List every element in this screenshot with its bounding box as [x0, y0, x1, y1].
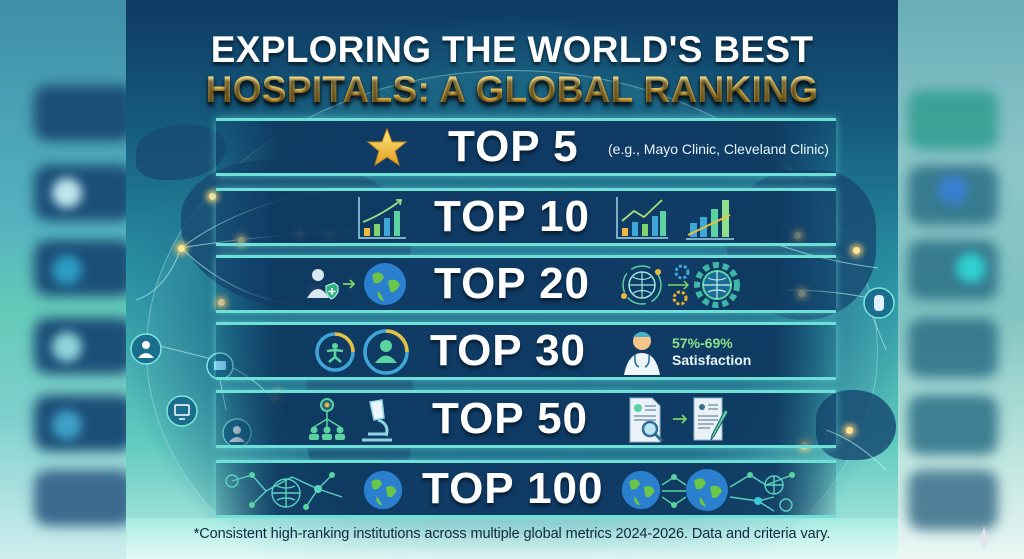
doctor-badge-icon	[130, 333, 162, 365]
medical-staff-badge-icon	[863, 287, 895, 319]
footnote: *Consistent high-ranking institutions ac…	[193, 526, 831, 542]
doctor-shield-icon	[307, 269, 339, 300]
computer-badge-icon	[166, 395, 198, 427]
blurred-band	[34, 470, 126, 526]
city-light	[846, 427, 853, 434]
arrow-right-icon	[673, 414, 688, 424]
patient-ring-icon	[315, 332, 355, 372]
earth-globe-icon	[621, 470, 661, 510]
gears-icon	[668, 264, 690, 306]
globe-cycle-icon	[621, 265, 662, 305]
tier-band-top-10: TOP 10	[216, 188, 836, 246]
blurred-band	[908, 470, 998, 530]
earth-globe-icon	[686, 469, 728, 511]
city-light	[178, 245, 185, 252]
blurred-globe	[52, 332, 82, 362]
blurred-band	[908, 395, 998, 455]
connector-icon	[662, 474, 686, 508]
tier-band-top-30: TOP 30 57%-69% Satisfaction	[216, 322, 836, 380]
line-bar-chart-icon	[616, 197, 668, 239]
network-globe-icon	[730, 472, 795, 512]
document-search-icon	[629, 397, 664, 443]
earth-globe-icon	[364, 263, 406, 305]
earth-globe-icon	[363, 470, 403, 510]
tier-band-top-100: TOP 100	[216, 460, 836, 518]
tier-label: TOP 50	[432, 394, 589, 443]
blurred-globe	[52, 255, 82, 285]
satisfaction-value: 57%-69%	[672, 335, 733, 351]
trend-bar-chart-icon	[686, 200, 734, 240]
page-title: EXPLORING THE WORLD'S BEST HOSPITALS: A …	[126, 30, 898, 110]
infographic-poster: EXPLORING THE WORLD'S BEST HOSPITALS: A …	[126, 0, 898, 559]
tier-band-top-20: TOP 20	[216, 255, 836, 313]
footer-strip	[126, 518, 898, 559]
tier-label: TOP 5	[448, 122, 579, 171]
hierarchy-icon	[309, 398, 345, 440]
blurred-icon	[956, 253, 986, 283]
city-light	[209, 193, 216, 200]
tier-examples-note: (e.g., Mayo Clinic, Cleveland Clinic)	[608, 141, 829, 157]
blurred-band	[908, 90, 998, 150]
blurred-background-right	[898, 0, 1024, 559]
tier-label: TOP 10	[434, 192, 591, 241]
network-globe-icon	[225, 472, 343, 510]
satisfaction-label: Satisfaction	[672, 352, 752, 368]
document-edit-icon	[693, 397, 729, 441]
tier-band-top-5: TOP 5 (e.g., Mayo Clinic, Cleveland Clin…	[216, 118, 836, 176]
tier-label: TOP 100	[422, 464, 604, 513]
tier-band-top-50: TOP 50	[216, 390, 836, 448]
user-ring-icon	[363, 329, 409, 375]
blurred-globe	[52, 178, 82, 208]
star-icon	[366, 127, 408, 167]
blurred-band	[34, 85, 126, 141]
title-line-1: EXPLORING THE WORLD'S BEST	[210, 29, 814, 70]
doctor-icon	[624, 332, 660, 375]
microscope-icon	[362, 399, 392, 442]
blurred-icon	[938, 175, 968, 205]
blurred-globe	[52, 410, 82, 440]
growth-bar-chart-icon	[358, 197, 406, 239]
title-line-2: HOSPITALS: A GLOBAL RANKING	[126, 70, 898, 110]
blurred-band	[908, 318, 998, 378]
tier-label: TOP 30	[430, 326, 587, 375]
sparkle-icon	[970, 525, 998, 553]
globe-gear-icon	[694, 262, 740, 308]
blurred-background-left	[0, 0, 126, 559]
arrow-right-icon	[343, 279, 356, 289]
city-light	[853, 247, 860, 254]
tier-label: TOP 20	[434, 259, 591, 308]
